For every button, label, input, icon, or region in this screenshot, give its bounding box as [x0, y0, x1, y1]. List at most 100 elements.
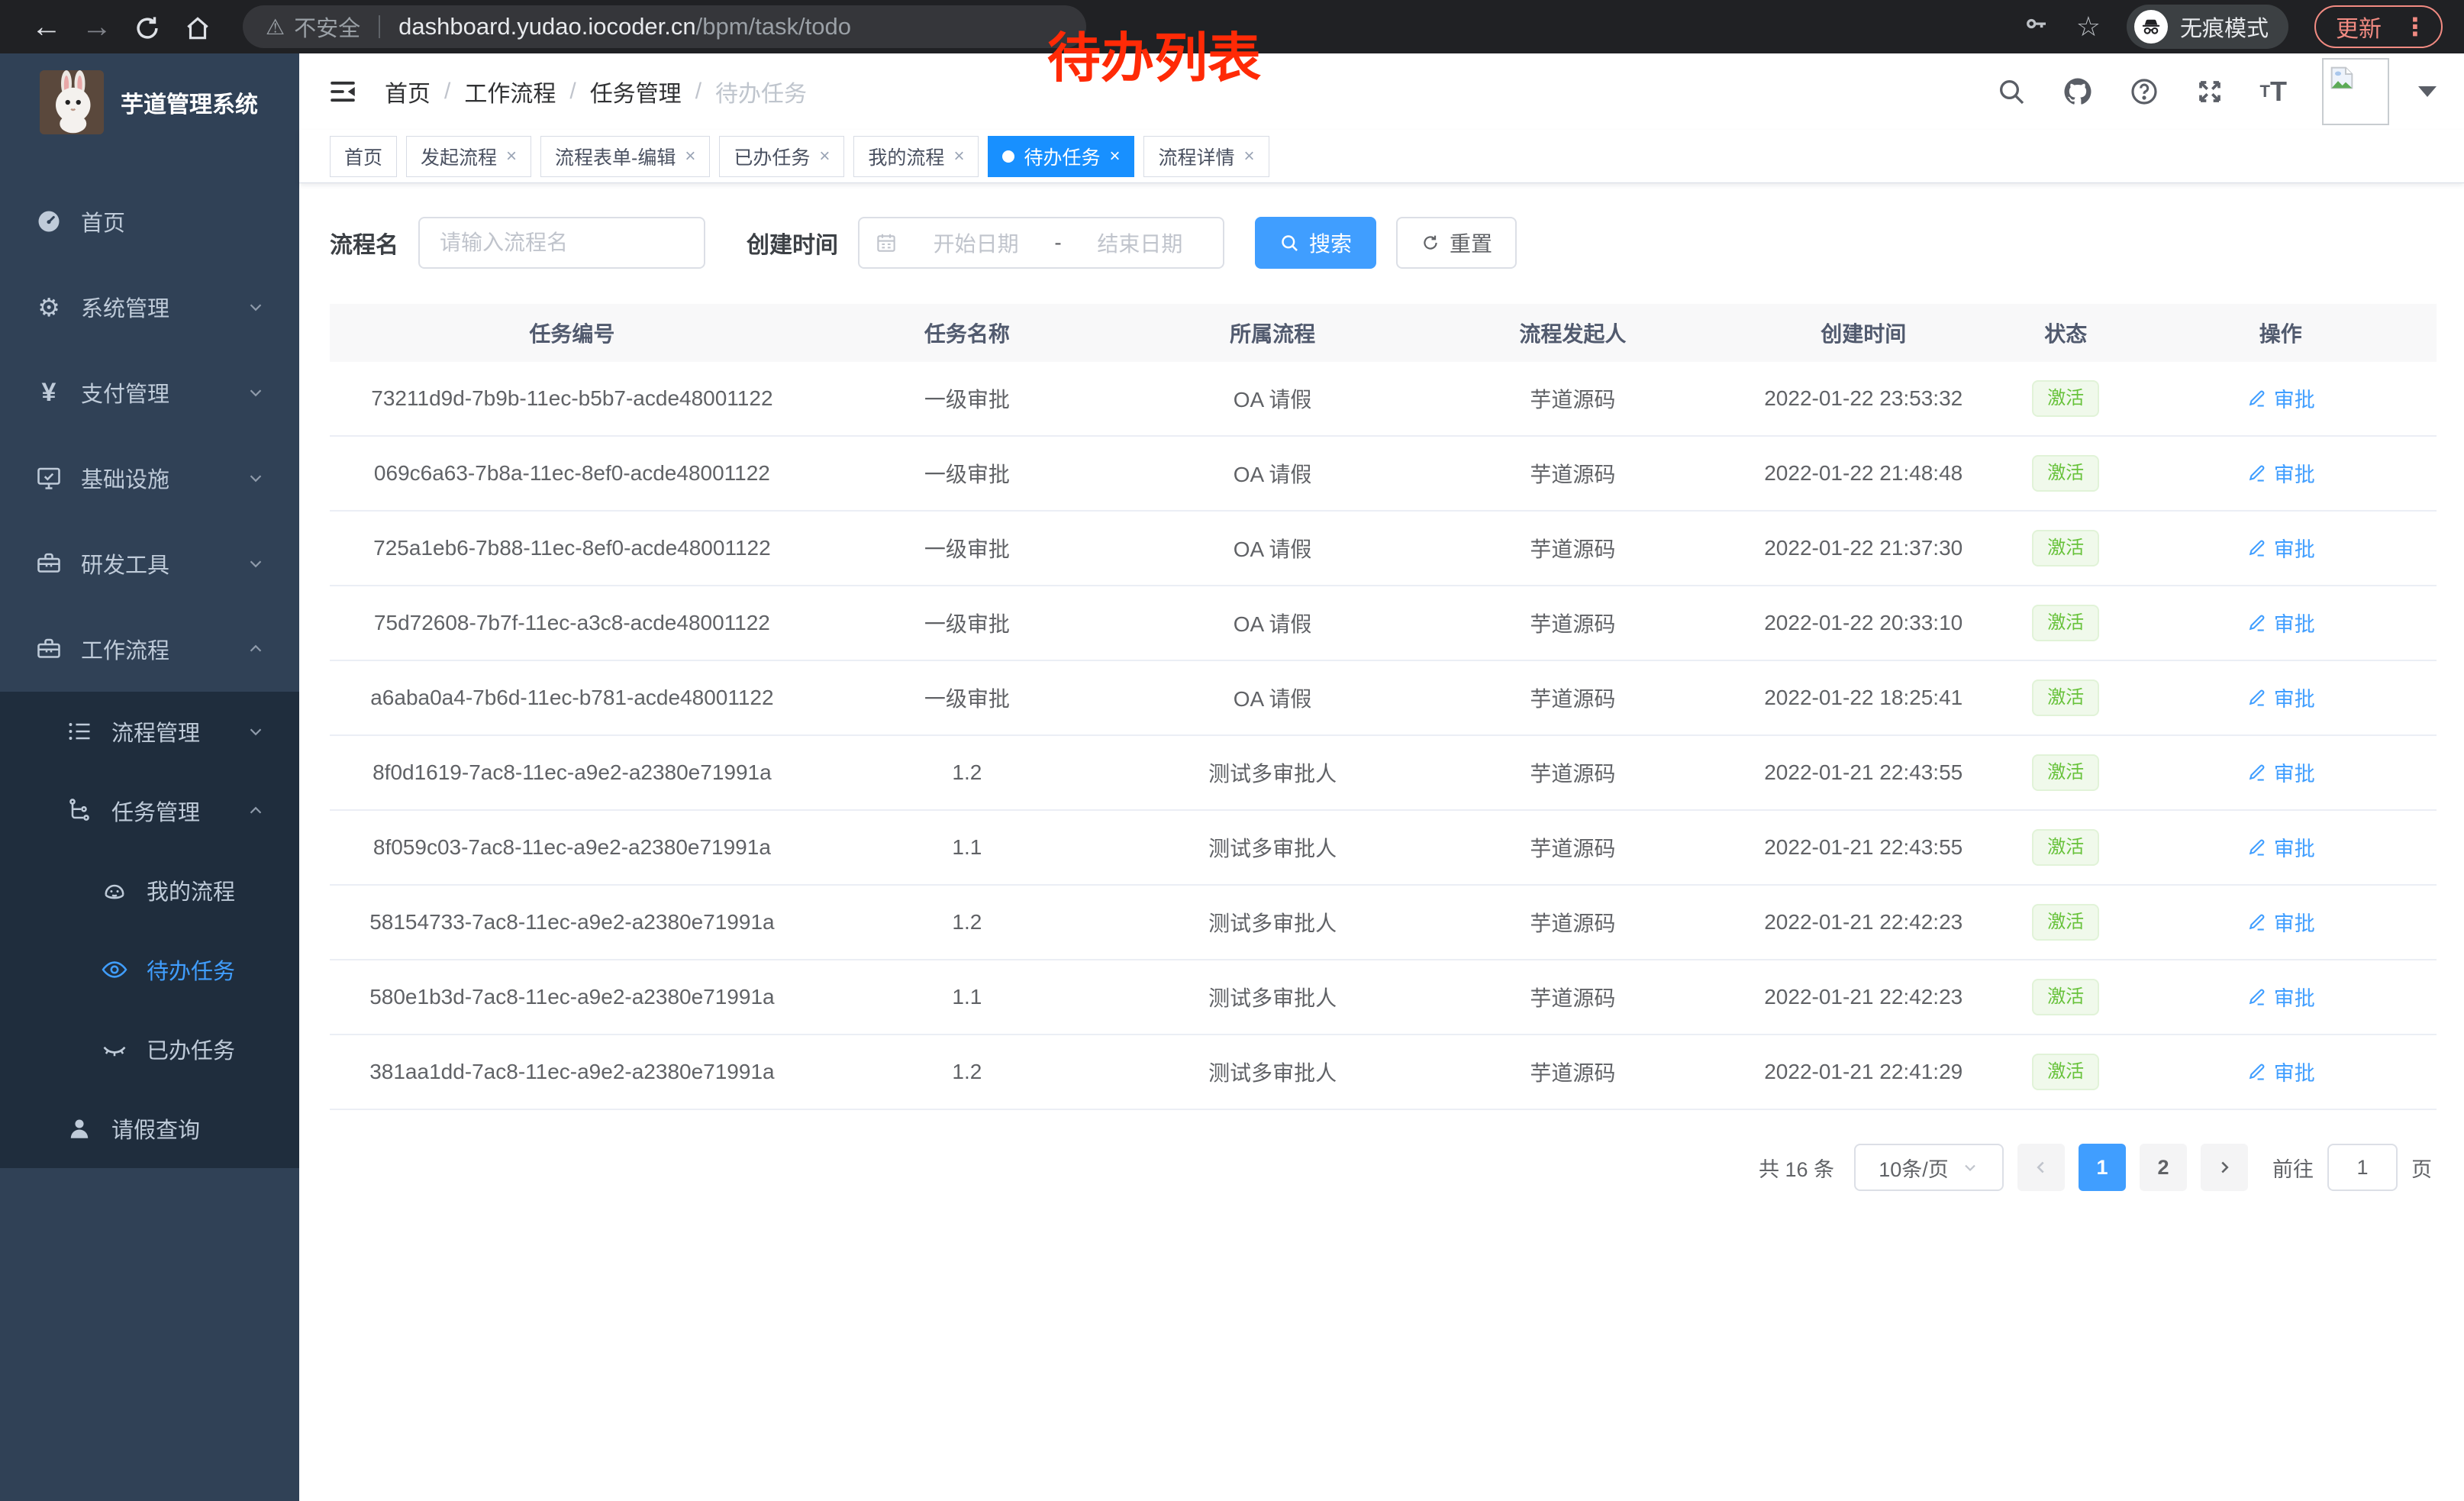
- reset-button[interactable]: 重置: [1396, 217, 1517, 269]
- cell-status: 激活: [2007, 978, 2125, 1016]
- table-row: 580e1b3d-7ac8-11ec-a9e2-a2380e71991a 1.1 测…: [330, 960, 2437, 1035]
- sidebar-item-2[interactable]: ¥ 支付管理: [0, 350, 299, 435]
- todo-task-table: 任务编号 任务名称 所属流程 流程发起人 创建时间 状态 操作 73211d9d-7b9b-…: [330, 304, 2437, 1110]
- browser-forward-icon[interactable]: →: [82, 9, 112, 44]
- approve-button[interactable]: 审批: [2246, 982, 2315, 1012]
- sidebar-item-8[interactable]: 我的流程: [0, 851, 299, 930]
- toolbox-icon: [34, 635, 64, 663]
- cell-starter: 芋道源码: [1530, 1061, 1616, 1085]
- chevron-left-icon: [2037, 1161, 2044, 1173]
- sidebar-toggle-icon[interactable]: [327, 76, 359, 108]
- bookmark-star-icon[interactable]: ☆: [2075, 11, 2101, 42]
- sidebar-item-7[interactable]: 任务管理: [0, 771, 299, 851]
- sidebar-item-0[interactable]: 首页: [0, 179, 299, 264]
- approve-label: 审批: [2273, 912, 2315, 935]
- cell-process: 测试多审批人: [1208, 762, 1337, 786]
- sidebar-item-6[interactable]: 流程管理: [0, 692, 299, 771]
- approve-button[interactable]: 审批: [2246, 458, 2315, 488]
- help-icon[interactable]: [2129, 76, 2159, 107]
- table-row: a6aba0a4-7b6d-11ec-b781-acde48001122 一级审批…: [330, 661, 2437, 736]
- tag-tab-5[interactable]: 待办任务 ×: [988, 135, 1135, 177]
- chevron-down-icon: [246, 297, 266, 317]
- browser-menu-icon[interactable]: ⋮: [2403, 13, 2427, 40]
- tab-close-icon[interactable]: ×: [819, 145, 830, 166]
- tab-close-icon[interactable]: ×: [953, 145, 965, 166]
- app-logo-row[interactable]: 芋道管理系统: [0, 53, 299, 151]
- avatar-caret-icon[interactable]: [2418, 86, 2437, 97]
- page-button-1[interactable]: 1: [2079, 1144, 2126, 1191]
- pagination-total: 共 16 条: [1758, 1157, 1834, 1181]
- sidebar-item-10[interactable]: 已办任务: [0, 1009, 299, 1089]
- browser-back-icon[interactable]: ←: [31, 9, 62, 44]
- browser-address-bar[interactable]: ⚠ 不安全 dashboard.yudao.iocoder.cn /bpm/ta…: [243, 5, 1086, 48]
- sidebar-item-9[interactable]: 待办任务: [0, 930, 299, 1009]
- tag-tab-1[interactable]: 发起流程 ×: [406, 135, 532, 177]
- pagination: 共 16 条 10条/页 12 前往 页: [330, 1144, 2437, 1191]
- prev-page-button[interactable]: [2017, 1144, 2065, 1191]
- tab-close-icon[interactable]: ×: [506, 145, 518, 166]
- process-name-input[interactable]: [418, 217, 705, 269]
- active-tab-dot: [1002, 150, 1015, 163]
- sidebar-item-1[interactable]: ⚙ 系统管理: [0, 264, 299, 350]
- approve-button[interactable]: 审批: [2246, 907, 2315, 937]
- breadcrumb-item-2[interactable]: 任务管理: [589, 82, 682, 107]
- approve-button[interactable]: 审批: [2246, 832, 2315, 862]
- search-button[interactable]: 搜索: [1255, 217, 1377, 269]
- end-date-placeholder[interactable]: 结束日期: [1097, 232, 1183, 256]
- approve-button[interactable]: 审批: [2246, 608, 2315, 638]
- tag-tab-3[interactable]: 已办任务 ×: [719, 135, 845, 177]
- page-size-select[interactable]: 10条/页: [1854, 1144, 2004, 1191]
- cell-action: 审批: [2124, 757, 2436, 789]
- sidebar-item-3[interactable]: 基础设施: [0, 435, 299, 521]
- date-range-separator: -: [1054, 231, 1062, 254]
- cell-task-id: 580e1b3d-7ac8-11ec-a9e2-a2380e71991a: [369, 985, 775, 1009]
- update-label[interactable]: 更新: [2336, 17, 2382, 42]
- status-badge: 激活: [2032, 754, 2100, 792]
- sidebar-item-11[interactable]: 请假查询: [0, 1089, 299, 1168]
- sidebar-item-label: 流程管理: [111, 721, 201, 746]
- sidebar-item-5[interactable]: 工作流程: [0, 606, 299, 692]
- cell-create-time: 2022-01-22 21:48:48: [1764, 461, 1963, 485]
- cell-process: 测试多审批人: [1208, 912, 1337, 935]
- approve-button[interactable]: 审批: [2246, 383, 2315, 413]
- browser-update-button[interactable]: 更新 ⋮: [2314, 5, 2443, 48]
- app-title: 芋道管理系统: [121, 92, 258, 118]
- tag-tab-2[interactable]: 流程表单-编辑 ×: [540, 135, 711, 177]
- goto-page-input[interactable]: [2327, 1144, 2398, 1191]
- tag-tab-6[interactable]: 流程详情 ×: [1143, 135, 1269, 177]
- tab-close-icon[interactable]: ×: [685, 145, 696, 166]
- cell-action: 审批: [2124, 533, 2436, 564]
- start-date-placeholder[interactable]: 开始日期: [933, 232, 1019, 256]
- search-icon[interactable]: [1996, 76, 2027, 107]
- tab-label: 流程详情: [1158, 147, 1235, 169]
- fullscreen-icon[interactable]: [2195, 76, 2225, 107]
- search-button-label: 搜索: [1309, 232, 1353, 256]
- tag-tab-0[interactable]: 首页: [330, 135, 398, 177]
- approve-button[interactable]: 审批: [2246, 1057, 2315, 1086]
- sidebar-item-label: 任务管理: [111, 801, 201, 825]
- password-key-icon[interactable]: [2023, 10, 2050, 44]
- tab-close-icon[interactable]: ×: [1109, 145, 1121, 166]
- approve-button[interactable]: 审批: [2246, 683, 2315, 712]
- tag-tab-4[interactable]: 我的流程 ×: [853, 135, 979, 177]
- page-button-2[interactable]: 2: [2140, 1144, 2187, 1191]
- yen-icon: ¥: [41, 378, 56, 407]
- cell-status: 激活: [2007, 529, 2125, 567]
- tab-close-icon[interactable]: ×: [1243, 145, 1255, 166]
- date-range-picker[interactable]: 开始日期 - 结束日期: [858, 217, 1224, 269]
- cell-task-id: 58154733-7ac8-11ec-a9e2-a2380e71991a: [369, 910, 775, 934]
- approve-button[interactable]: 审批: [2246, 757, 2315, 787]
- sidebar-item-4[interactable]: 研发工具: [0, 521, 299, 606]
- breadcrumb-item-0[interactable]: 首页: [385, 82, 431, 107]
- github-icon[interactable]: [2062, 76, 2094, 108]
- breadcrumb: 首页 / 工作流程 / 任务管理 / 待办任务: [385, 75, 807, 108]
- breadcrumb-item-1[interactable]: 工作流程: [464, 82, 556, 107]
- browser-reload-icon[interactable]: [122, 10, 173, 44]
- avatar[interactable]: [2322, 58, 2389, 125]
- next-page-button[interactable]: [2201, 1144, 2248, 1191]
- sidebar-item-label: 系统管理: [81, 297, 170, 321]
- breadcrumb-separator: /: [695, 79, 702, 104]
- browser-home-icon[interactable]: [173, 10, 223, 44]
- approve-button[interactable]: 审批: [2246, 533, 2315, 563]
